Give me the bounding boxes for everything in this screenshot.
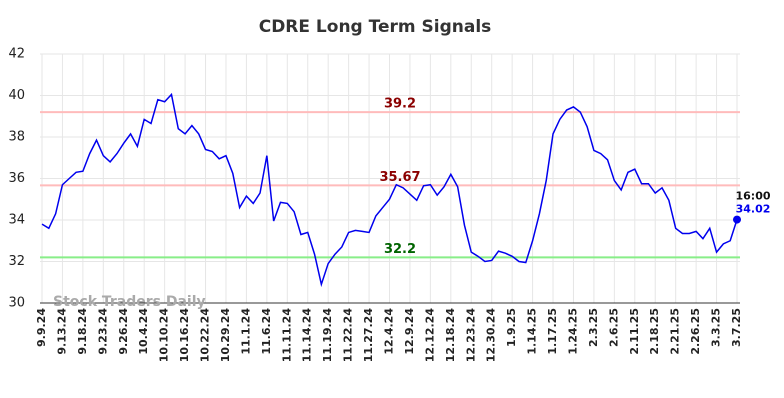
- x-tick-label: 12.4.24: [383, 308, 396, 355]
- x-tick-label: 12.18.24: [444, 308, 457, 363]
- y-tick-label: 42: [8, 47, 25, 62]
- x-tick-label: 12.12.24: [423, 308, 436, 363]
- x-tick-label: 9.13.24: [55, 308, 68, 355]
- price-line: [41, 92, 738, 288]
- x-tick-label: 2.26.25: [689, 308, 702, 355]
- x-tick-label: 2.6.25: [607, 308, 620, 347]
- x-tick-label: 10.10.24: [158, 308, 171, 363]
- y-tick-label: 34: [8, 213, 25, 228]
- y-tick-label: 38: [8, 130, 25, 145]
- y-tick-label: 32: [8, 254, 25, 269]
- y-tick-label: 36: [8, 171, 25, 186]
- x-tick-label: 11.6.24: [260, 308, 273, 355]
- x-tick-label: 11.19.24: [321, 308, 334, 363]
- signal-label: 39.2: [384, 97, 416, 112]
- watermark: Stock Traders Daily: [53, 294, 206, 310]
- chart-title: CDRE Long Term Signals: [259, 17, 492, 37]
- x-tick-label: 9.26.24: [117, 308, 130, 355]
- x-tick-label: 3.3.25: [710, 308, 723, 347]
- x-tick-label: 10.29.24: [219, 308, 232, 363]
- last-point: [733, 215, 741, 224]
- x-tick-label: 12.23.24: [464, 308, 477, 363]
- x-tick-label: 9.9.24: [35, 308, 48, 347]
- x-tick-label: 11.22.24: [342, 308, 355, 363]
- x-tick-label: 12.9.24: [403, 308, 416, 355]
- signal-label: 32.2: [384, 242, 416, 257]
- x-tick-label: 9.18.24: [76, 308, 89, 355]
- x-tick-label: 11.11.24: [280, 308, 293, 363]
- x-tick-label: 2.3.25: [587, 308, 600, 347]
- x-tick-label: 11.27.24: [362, 308, 375, 363]
- x-tick-label: 3.7.25: [730, 308, 743, 347]
- y-tick-label: 30: [8, 296, 25, 311]
- x-tick-label: 9.23.24: [96, 308, 109, 355]
- x-tick-label: 1.14.25: [526, 308, 539, 355]
- x-tick-label: 2.18.25: [648, 308, 661, 355]
- x-tick-label: 1.9.25: [505, 308, 518, 347]
- x-tick-label: 2.11.25: [628, 308, 641, 355]
- last-value: 34.02: [736, 203, 771, 216]
- last-time: 16:00: [735, 190, 770, 203]
- signal-label: 35.67: [379, 170, 420, 185]
- x-tick-label: 2.21.25: [669, 308, 682, 355]
- x-tick-label: 1.17.25: [546, 308, 559, 355]
- x-tick-label: 11.1.24: [239, 308, 252, 355]
- x-tick-label: 10.4.24: [137, 308, 150, 355]
- x-tick-label: 10.16.24: [178, 308, 191, 363]
- y-tick-label: 40: [8, 88, 25, 103]
- x-tick-label: 1.24.25: [566, 308, 579, 355]
- x-tick-label: 10.22.24: [199, 308, 212, 363]
- x-tick-label: 11.14.24: [301, 308, 314, 363]
- x-tick-label: 12.30.24: [485, 308, 498, 363]
